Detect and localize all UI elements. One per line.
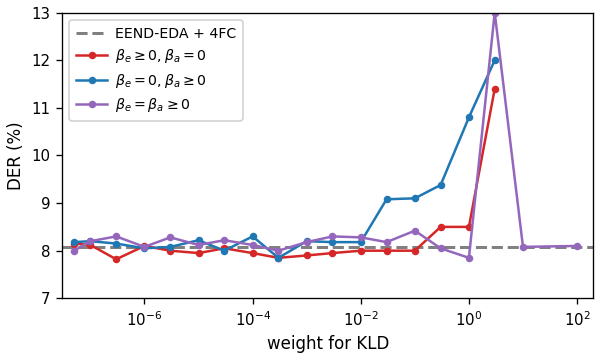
$\beta_e = \beta_a \geq 0$ [329,234,336,239]
$\beta_e \geq 0, \beta_a = 0$ [383,248,390,253]
$\beta_e \geq 0, \beta_a = 0$ [87,243,94,247]
$\beta_e = \beta_a \geq 0$ [71,248,78,253]
$\beta_e = 0, \beta_a \geq 0$ [167,245,174,249]
$\beta_e = \beta_a \geq 0$ [87,239,94,243]
$\beta_e = 0, \beta_a \geq 0$ [466,115,473,120]
$\beta_e = 0, \beta_a \geq 0$ [113,242,120,246]
$\beta_e = \beta_a \geq 0$ [411,229,418,233]
Legend: EEND-EDA + 4FC, $\beta_e \geq 0, \beta_a = 0$, $\beta_e = 0, \beta_a \geq 0$, $\: EEND-EDA + 4FC, $\beta_e \geq 0, \beta_a… [69,20,243,121]
$\beta_e \geq 0, \beta_a = 0$ [466,225,473,229]
$\beta_e = 0, \beta_a \geq 0$ [303,239,310,243]
$\beta_e = \beta_a \geq 0$ [249,243,256,247]
$\beta_e = \beta_a \geq 0$ [357,235,364,239]
$\beta_e \geq 0, \beta_a = 0$ [329,251,336,255]
$\beta_e \geq 0, \beta_a = 0$ [113,257,120,261]
$\beta_e \geq 0, \beta_a = 0$ [71,242,78,246]
$\beta_e = \beta_a \geq 0$ [303,240,310,244]
$\beta_e = 0, \beta_a \geq 0$ [357,240,364,244]
$\beta_e \geq 0, \beta_a = 0$ [195,251,202,255]
$\beta_e = 0, \beta_a \geq 0$ [437,183,444,187]
Line: $\beta_e \geq 0, \beta_a = 0$: $\beta_e \geq 0, \beta_a = 0$ [71,86,497,262]
$\beta_e = \beta_a \geq 0$ [221,238,228,242]
$\beta_e \geq 0, \beta_a = 0$ [221,246,228,251]
$\beta_e = \beta_a \geq 0$ [437,246,444,251]
$\beta_e \geq 0, \beta_a = 0$ [491,87,499,91]
$\beta_e \geq 0, \beta_a = 0$ [249,251,256,255]
$\beta_e \geq 0, \beta_a = 0$ [167,248,174,253]
Line: $\beta_e = \beta_a \geq 0$: $\beta_e = \beta_a \geq 0$ [71,10,580,261]
Line: $\beta_e = 0, \beta_a \geq 0$: $\beta_e = 0, \beta_a \geq 0$ [71,57,497,261]
$\beta_e \geq 0, \beta_a = 0$ [437,225,444,229]
Y-axis label: DER (%): DER (%) [7,121,25,190]
$\beta_e = \beta_a \geq 0$ [141,245,148,249]
$\beta_e = \beta_a \geq 0$ [574,244,581,248]
$\beta_e = 0, \beta_a \geq 0$ [491,58,499,62]
$\beta_e = 0, \beta_a \geq 0$ [195,238,202,242]
$\beta_e \geq 0, \beta_a = 0$ [141,244,148,248]
$\beta_e = \beta_a \geq 0$ [275,248,282,253]
$\beta_e = 0, \beta_a \geq 0$ [141,246,148,251]
$\beta_e = 0, \beta_a \geq 0$ [329,240,336,244]
$\beta_e = \beta_a \geq 0$ [167,235,174,239]
$\beta_e = 0, \beta_a \geq 0$ [249,234,256,239]
$\beta_e = \beta_a \geq 0$ [113,234,120,239]
$\beta_e \geq 0, \beta_a = 0$ [303,253,310,258]
$\beta_e = 0, \beta_a \geq 0$ [383,197,390,202]
$\beta_e = 0, \beta_a \geq 0$ [71,240,78,244]
$\beta_e \geq 0, \beta_a = 0$ [275,256,282,260]
$\beta_e = 0, \beta_a \geq 0$ [411,196,418,201]
$\beta_e \geq 0, \beta_a = 0$ [357,248,364,253]
$\beta_e = \beta_a \geq 0$ [491,10,499,15]
$\beta_e = \beta_a \geq 0$ [466,256,473,260]
$\beta_e = 0, \beta_a \geq 0$ [221,248,228,253]
$\beta_e = \beta_a \geq 0$ [520,245,527,249]
EEND-EDA + 4FC [466,245,473,249]
$\beta_e = 0, \beta_a \geq 0$ [275,256,282,260]
$\beta_e = \beta_a \geq 0$ [383,240,390,244]
X-axis label: weight for KLD: weight for KLD [266,335,389,353]
$\beta_e = 0, \beta_a \geq 0$ [87,239,94,243]
$\beta_e \geq 0, \beta_a = 0$ [411,248,418,253]
$\beta_e = \beta_a \geq 0$ [195,243,202,247]
